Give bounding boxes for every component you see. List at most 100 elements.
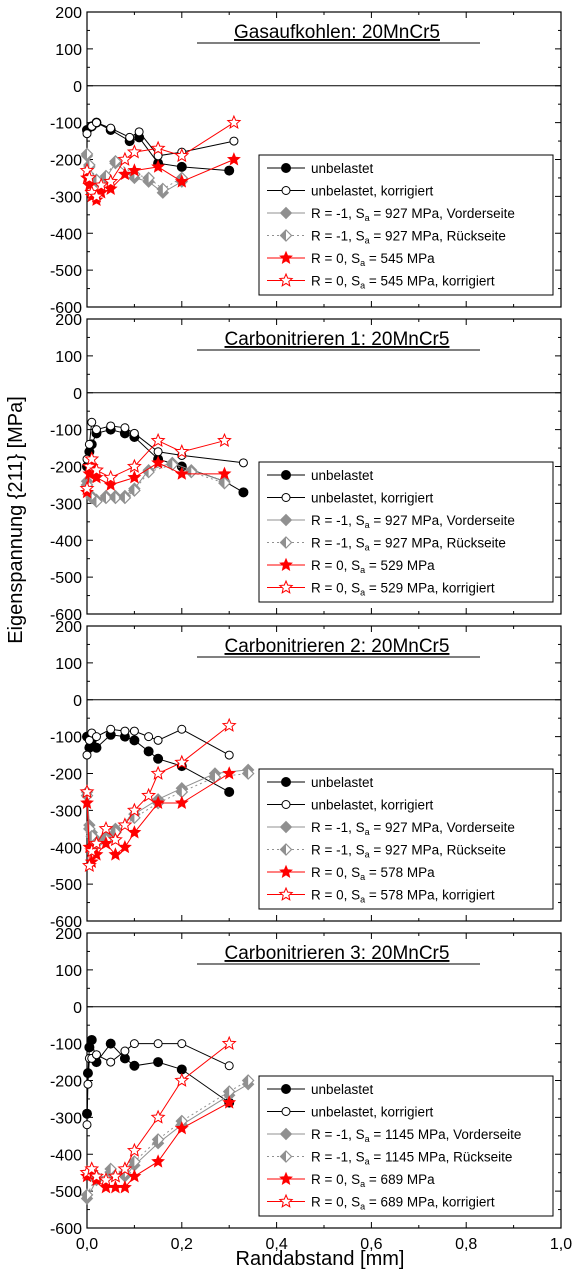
series-line-2 [86, 420, 244, 464]
series-group [79, 417, 249, 508]
data-point-s1 [129, 1060, 140, 1071]
data-point-s6 [89, 188, 104, 203]
data-point-s5 [174, 174, 189, 188]
panel-title: Carbonitrieren 2: 20MnCr5 [225, 636, 450, 657]
legend-marker [279, 843, 293, 856]
series-group [79, 717, 255, 872]
legend-marker [278, 579, 294, 594]
data-point-s4 [241, 1074, 255, 1087]
data-point-s5 [222, 1095, 237, 1109]
x-tick-label: 0,2 [171, 1236, 193, 1253]
y-tick-label: -500 [50, 263, 82, 280]
data-point-s6 [117, 1161, 133, 1176]
data-point-s6 [81, 857, 97, 872]
data-point-s2 [106, 724, 116, 734]
legend-entry: R = -1, Sa = 1145 MPa, Vorderseite [311, 1127, 521, 1144]
data-point-s6 [221, 717, 237, 732]
data-point-s2 [106, 123, 116, 133]
data-point-s4 [128, 484, 141, 497]
series-group [79, 1034, 255, 1205]
data-point-s6 [79, 480, 95, 495]
legend-entry: R = -1, Sa = 1145 MPa, Rückseite [311, 1150, 512, 1167]
data-point-s1 [224, 165, 235, 176]
panel-2: 200 100 0 -100 -200 -300 -400 -500 -600 Carbonitr… [50, 312, 562, 624]
y-tick-label: -600 [50, 300, 82, 317]
data-point-s2 [120, 1046, 130, 1056]
y-tick-label: -300 [50, 496, 82, 513]
legend-marker [279, 536, 293, 549]
y-tick-label: 200 [55, 926, 82, 943]
panel-1: 200 100 0 -100 -200 -300 -400 -500 -600 Gasaufkoh… [50, 5, 562, 317]
y-tick-label: -100 [50, 116, 82, 133]
data-point-s2 [144, 732, 154, 742]
y-tick-label: -500 [50, 570, 82, 587]
data-point-s5 [108, 847, 123, 861]
y-tick-label: 200 [55, 5, 82, 22]
y-axis-label: Eigenspannung {211} [MPa] [5, 396, 27, 644]
data-point-s6 [89, 835, 104, 850]
data-point-s6 [126, 802, 142, 817]
y-tick-label: -200 [50, 460, 82, 477]
y-tick-label: 0 [73, 1000, 82, 1017]
data-point-s2 [177, 724, 187, 734]
data-point-s6 [174, 754, 190, 769]
data-point-s6 [108, 1168, 123, 1183]
data-point-s5 [151, 795, 166, 809]
y-tick-label: -600 [50, 914, 82, 931]
data-point-s6 [126, 458, 142, 473]
data-point-s6 [98, 1172, 114, 1187]
data-point-s6 [217, 432, 232, 447]
data-point-s2 [177, 1039, 187, 1049]
data-point-s5 [117, 840, 132, 854]
y-tick-label: -600 [50, 607, 82, 624]
data-point-s6 [93, 177, 109, 192]
legend: unbelastet unbelastet, korrigiert R = -1, … [258, 154, 554, 296]
data-point-s6 [81, 170, 97, 185]
y-tick-label: 0 [73, 79, 82, 96]
data-point-s5 [151, 455, 166, 469]
y-tick-label: -400 [50, 1147, 82, 1164]
data-point-s5 [174, 795, 189, 809]
data-point-s2 [153, 735, 163, 745]
data-point-s6 [226, 114, 242, 129]
panel-title: Gasaufkohlen: 20MnCr5 [234, 22, 440, 43]
y-tick-label: 200 [55, 619, 82, 636]
legend-entry: R = 0, Sa = 689 MPa, korrigiert [311, 1195, 495, 1212]
legend-entry: unbelastet [311, 1082, 374, 1097]
data-point-s5 [127, 825, 142, 839]
data-point-s4 [109, 491, 122, 505]
data-point-s6 [89, 1168, 104, 1183]
y-tick-label: 100 [55, 42, 82, 59]
legend: unbelastet unbelastet, korrigiert R = -1, … [258, 768, 554, 910]
data-point-s2 [83, 1079, 93, 1089]
data-point-s1 [224, 786, 235, 797]
data-point-s1 [105, 1038, 116, 1049]
data-point-s5 [117, 167, 132, 181]
data-point-s5 [127, 1169, 142, 1183]
data-point-s2 [229, 136, 239, 146]
legend-entry: R = -1, Sa = 927 MPa, Rückseite [311, 229, 506, 246]
panel-title: Carbonitrieren 3: 20MnCr5 [225, 943, 450, 964]
x-axis-label: Randabstand [mm] [236, 1248, 405, 1270]
legend-marker [281, 1084, 291, 1094]
y-tick-label: -300 [50, 1110, 82, 1127]
data-point-s6 [108, 832, 123, 847]
data-point-s6 [150, 432, 166, 447]
legend-entry: R = -1, Sa = 927 MPa, Vorderseite [311, 513, 515, 530]
x-tick-label: 0,0 [76, 1236, 98, 1253]
data-point-s1 [176, 1064, 187, 1075]
data-point-s6 [174, 1072, 190, 1087]
data-point-s4 [165, 458, 179, 472]
data-point-s6 [103, 173, 119, 188]
panel-title: Carbonitrieren 1: 20MnCr5 [225, 329, 450, 350]
data-point-s5 [127, 470, 142, 484]
y-tick-label: 100 [55, 963, 82, 980]
data-point-s2 [129, 1039, 139, 1049]
legend-entry: R = 0, Sa = 578 MPa [311, 865, 435, 882]
data-point-s6 [174, 443, 190, 459]
data-point-s1 [129, 735, 140, 746]
data-point-s6 [117, 817, 133, 832]
data-point-s6 [84, 1161, 100, 1176]
